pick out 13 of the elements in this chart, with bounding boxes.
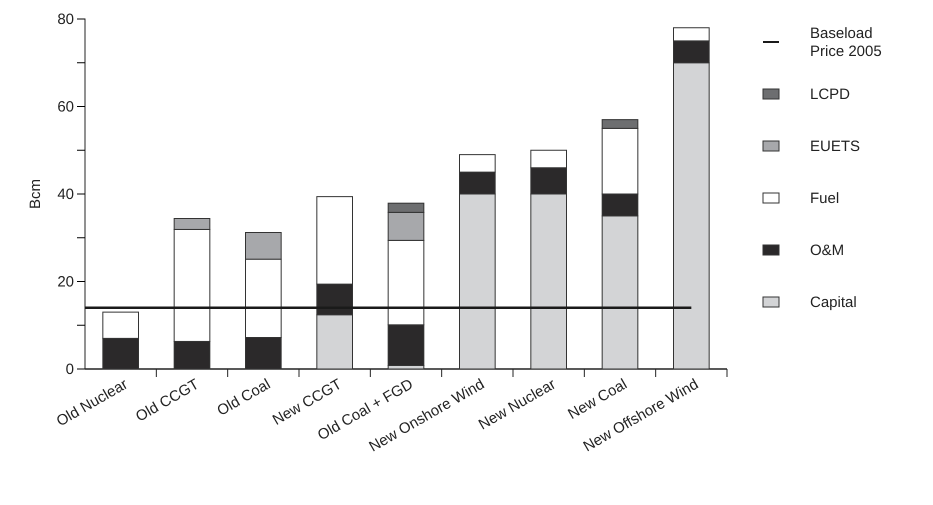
y-axis-title: Bcm [27, 179, 44, 209]
y-tick-label: 20 [57, 273, 74, 290]
y-tick-label: 60 [57, 98, 74, 116]
legend-label: EUETS [810, 138, 860, 155]
y-tick-label: 80 [57, 10, 74, 28]
legend-label: Baseload Price 2005 [810, 25, 882, 60]
y-tick-label: 0 [66, 360, 74, 378]
y-tick-label: 40 [57, 186, 74, 203]
legend-label: Capital [810, 294, 857, 311]
legend-label: LCPD [810, 86, 850, 103]
legend-label: Fuel [810, 190, 840, 207]
x-tick-label: Old Coal [214, 376, 274, 420]
legend-label: O&M [810, 242, 844, 259]
